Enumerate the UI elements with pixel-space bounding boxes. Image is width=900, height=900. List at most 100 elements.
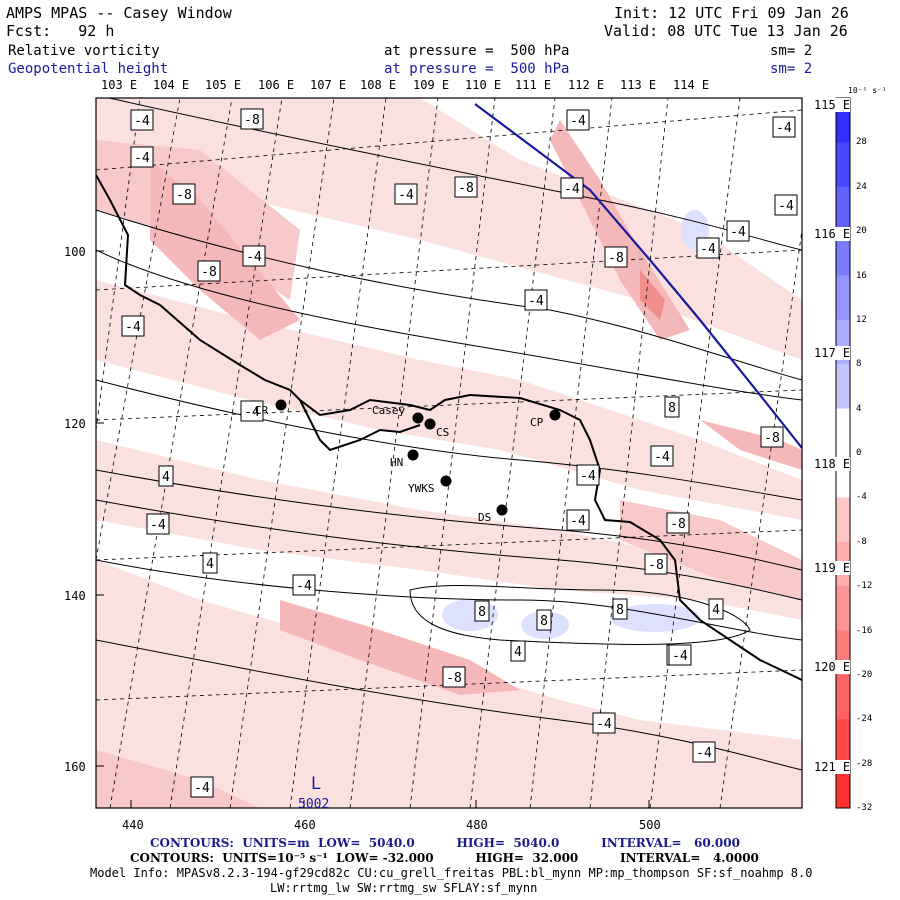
colorbar-tick-label: -4 <box>856 492 867 503</box>
field1-level: at pressure = 500 hPa <box>384 43 570 59</box>
lon-label-top: 106 E <box>258 78 295 92</box>
station-marker <box>412 412 424 424</box>
station-cr: CR <box>255 399 287 417</box>
station-label: CR <box>255 404 269 417</box>
lon-label-top: 114 E <box>673 78 710 92</box>
contour-label: -4 <box>650 445 674 467</box>
colorbar-swatch <box>836 186 850 232</box>
y-tick-100: 100 <box>64 245 86 259</box>
svg-text:4: 4 <box>514 645 522 660</box>
contour-label: -4 <box>146 513 170 535</box>
svg-text:-4: -4 <box>778 199 794 214</box>
contour-label: 4 <box>158 465 174 487</box>
colorbar-tick-label: -12 <box>856 581 873 592</box>
lon-label-top: 109 E <box>413 78 450 92</box>
footer-height-contours: CONTOURS: UNITS=m LOW= 5040.0 HIGH= 5040… <box>150 836 740 850</box>
svg-text:-4: -4 <box>244 405 260 420</box>
contour-label: -8 <box>197 260 221 282</box>
colorbar-tick-label: -24 <box>856 714 873 725</box>
svg-text:-4: -4 <box>580 469 596 484</box>
svg-text:-4: -4 <box>246 250 262 265</box>
y-tick-140: 140 <box>64 589 86 603</box>
svg-text:-8: -8 <box>648 558 664 573</box>
colorbar-tick-label: 4 <box>856 403 862 414</box>
contour-label: -8 <box>604 246 628 268</box>
height-5040-line <box>474 103 803 449</box>
contour-label: -8 <box>454 176 478 198</box>
svg-text:8: 8 <box>616 603 624 618</box>
contour-label: -4 <box>524 289 548 311</box>
svg-text:-8: -8 <box>458 181 474 196</box>
colorbar-unit: 10⁻⁵ s⁻¹ <box>848 86 887 95</box>
colorbar-tick-label: 24 <box>856 181 867 192</box>
contour-label: -4 <box>576 464 600 486</box>
axis-ticks <box>96 250 650 808</box>
contour-label: -4 <box>560 177 584 199</box>
station-marker <box>275 399 287 411</box>
colorbar-swatch <box>836 719 850 765</box>
svg-text:-4: -4 <box>194 781 210 796</box>
coastline <box>96 174 802 681</box>
lon-label-right: 117 E <box>814 346 851 360</box>
contour-label: -4 <box>668 644 692 666</box>
svg-text:-8: -8 <box>446 671 462 686</box>
svg-text:-4: -4 <box>134 151 150 166</box>
lon-label-top: 113 E <box>620 78 657 92</box>
shading-layer <box>96 98 802 808</box>
station-ds: DS <box>478 504 508 524</box>
svg-text:-4: -4 <box>398 188 414 203</box>
contour-label: -8 <box>172 183 196 205</box>
field2-name: Geopotential height <box>8 61 169 77</box>
contour-label: 4 <box>510 640 526 662</box>
contour-label: -4 <box>292 574 316 596</box>
station-label: CP <box>530 416 544 429</box>
lon-label-top: 112 E <box>568 78 605 92</box>
svg-text:4: 4 <box>162 470 170 485</box>
svg-text:-4: -4 <box>696 746 712 761</box>
station-cs: CS <box>424 418 449 439</box>
colorbar-swatch <box>836 408 850 454</box>
svg-text:-4: -4 <box>700 242 716 257</box>
x-tick-460: 460 <box>294 818 316 832</box>
contour-label: -4 <box>121 315 145 337</box>
svg-text:-8: -8 <box>670 517 686 532</box>
lon-label-top: 103 E <box>101 78 138 92</box>
contour-label: -8 <box>666 512 690 534</box>
lon-label-right: 118 E <box>814 457 851 471</box>
svg-text:-8: -8 <box>244 113 260 128</box>
contour-label: -4 <box>726 220 750 242</box>
lon-label-right: 121 E <box>814 760 851 774</box>
svg-text:-4: -4 <box>150 518 166 533</box>
field1-smooth: sm= 2 <box>770 43 813 59</box>
contour-label: -4 <box>566 109 590 131</box>
contour-label: -4 <box>242 245 266 267</box>
colorbar-swatch <box>836 497 850 543</box>
y-tick-160: 160 <box>64 760 86 774</box>
colorbar-swatch <box>836 364 850 410</box>
contour-label: 4 <box>202 552 218 574</box>
x-tick-440: 440 <box>122 818 144 832</box>
init-time: Init: 12 UTC Fri 09 Jan 26 <box>614 4 849 22</box>
contour-label: -4 <box>190 776 214 798</box>
forecast-hour: Fcst: 92 h <box>6 22 115 40</box>
svg-text:4: 4 <box>712 603 720 618</box>
lon-label-right: 115 E <box>814 98 851 112</box>
station-label: HN <box>390 456 403 469</box>
contour-label: -4 <box>774 194 798 216</box>
station-ywks: YWKS <box>408 475 452 495</box>
y-tick-120: 120 <box>64 417 86 431</box>
colorbar-swatch <box>836 275 850 321</box>
station-marker <box>440 475 452 487</box>
contour-label: -4 <box>696 237 720 259</box>
station-label: Casey <box>372 404 405 417</box>
svg-text:-8: -8 <box>201 265 217 280</box>
svg-text:-4: -4 <box>564 182 580 197</box>
field2-level: at pressure = 500 hPa <box>384 61 570 77</box>
svg-text:-4: -4 <box>296 579 312 594</box>
colorbar-swatch <box>836 763 850 809</box>
svg-text:-4: -4 <box>570 114 586 129</box>
valid-time: Valid: 08 UTC Tue 13 Jan 26 <box>604 22 848 40</box>
lon-label-top: 107 E <box>310 78 347 92</box>
colorbar <box>836 98 850 809</box>
contour-labels-layer: -4 -8 -4 -4 -4 -8 -4 -8 -4 -4 -4 -8 -4 -4 -8 -4 -4 -4 -8 4 8… <box>121 108 798 798</box>
